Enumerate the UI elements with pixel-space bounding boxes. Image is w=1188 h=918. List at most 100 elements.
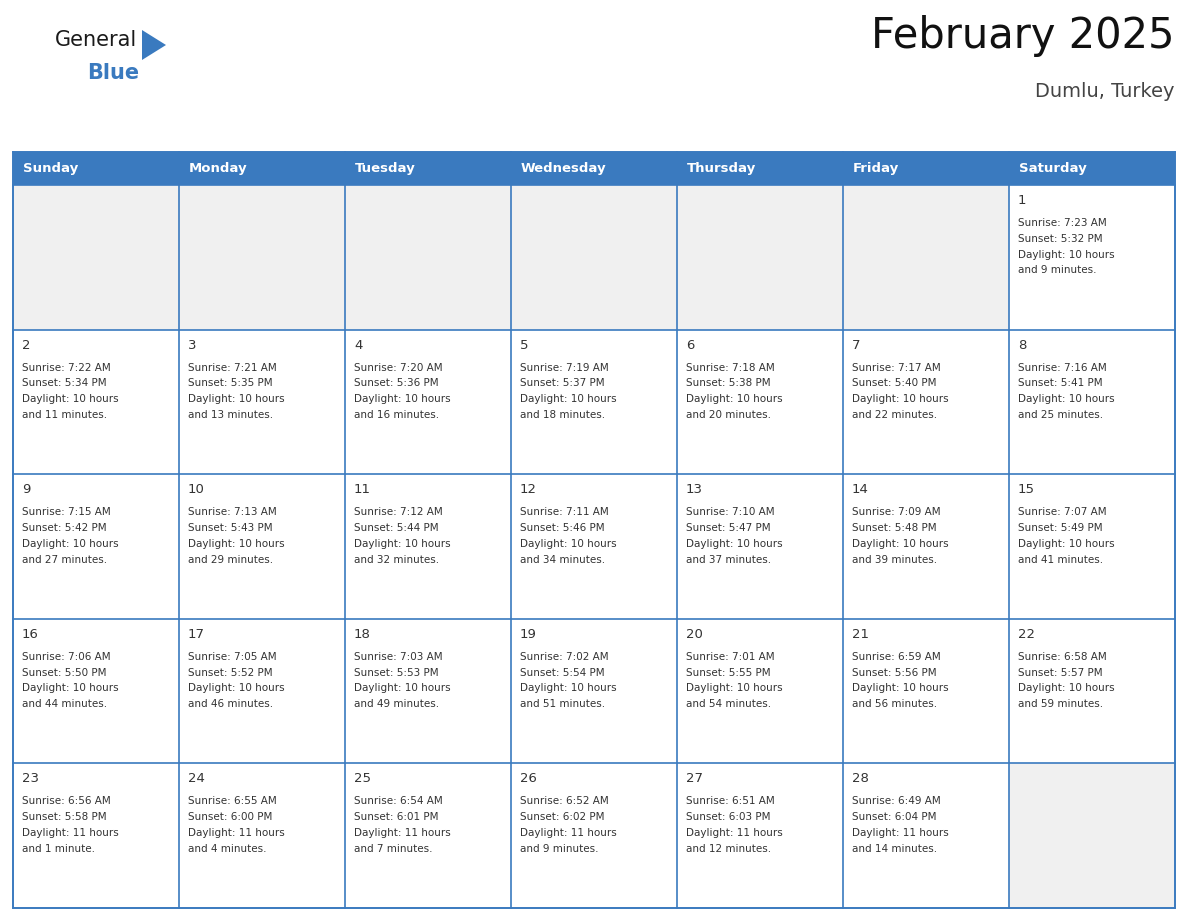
Text: 4: 4 — [354, 339, 362, 352]
Text: Sunrise: 7:18 AM: Sunrise: 7:18 AM — [685, 363, 775, 373]
Text: 8: 8 — [1018, 339, 1026, 352]
Text: and 25 minutes.: and 25 minutes. — [1018, 410, 1104, 420]
Text: Sunset: 5:56 PM: Sunset: 5:56 PM — [852, 667, 936, 677]
Bar — [677, 330, 843, 475]
Text: 2: 2 — [23, 339, 31, 352]
Bar — [843, 764, 1009, 908]
Bar — [345, 185, 511, 330]
Text: Sunrise: 6:55 AM: Sunrise: 6:55 AM — [188, 797, 277, 806]
Text: Sunrise: 7:19 AM: Sunrise: 7:19 AM — [520, 363, 608, 373]
Text: Sunset: 5:47 PM: Sunset: 5:47 PM — [685, 523, 771, 533]
Text: Daylight: 11 hours: Daylight: 11 hours — [685, 828, 783, 838]
Text: Daylight: 11 hours: Daylight: 11 hours — [354, 828, 450, 838]
Text: Sunset: 5:53 PM: Sunset: 5:53 PM — [354, 667, 438, 677]
Text: and 54 minutes.: and 54 minutes. — [685, 700, 771, 710]
Text: Sunset: 6:02 PM: Sunset: 6:02 PM — [520, 812, 605, 823]
Bar — [1009, 330, 1175, 475]
Text: 9: 9 — [23, 483, 31, 497]
Text: 3: 3 — [188, 339, 196, 352]
Text: Daylight: 10 hours: Daylight: 10 hours — [685, 539, 783, 549]
Text: Sunset: 5:52 PM: Sunset: 5:52 PM — [188, 667, 272, 677]
Text: Daylight: 10 hours: Daylight: 10 hours — [1018, 394, 1114, 404]
Text: Sunset: 5:36 PM: Sunset: 5:36 PM — [354, 378, 438, 388]
Text: 16: 16 — [23, 628, 39, 641]
Bar — [345, 330, 511, 475]
Text: 6: 6 — [685, 339, 694, 352]
Text: Sunrise: 7:22 AM: Sunrise: 7:22 AM — [23, 363, 110, 373]
Text: Daylight: 10 hours: Daylight: 10 hours — [1018, 539, 1114, 549]
Text: and 27 minutes.: and 27 minutes. — [23, 554, 107, 565]
Bar — [13, 330, 179, 475]
Text: Sunset: 5:42 PM: Sunset: 5:42 PM — [23, 523, 107, 533]
Text: and 16 minutes.: and 16 minutes. — [354, 410, 440, 420]
Text: Sunset: 5:49 PM: Sunset: 5:49 PM — [1018, 523, 1102, 533]
Text: and 46 minutes.: and 46 minutes. — [188, 700, 273, 710]
Text: Sunset: 6:04 PM: Sunset: 6:04 PM — [852, 812, 936, 823]
Text: Sunrise: 6:54 AM: Sunrise: 6:54 AM — [354, 797, 443, 806]
Text: Sunrise: 7:17 AM: Sunrise: 7:17 AM — [852, 363, 941, 373]
Text: Sunrise: 7:05 AM: Sunrise: 7:05 AM — [188, 652, 277, 662]
Text: and 29 minutes.: and 29 minutes. — [188, 554, 273, 565]
Text: Daylight: 10 hours: Daylight: 10 hours — [23, 539, 119, 549]
Bar — [179, 619, 345, 764]
Text: Daylight: 10 hours: Daylight: 10 hours — [188, 394, 285, 404]
Text: Sunrise: 7:02 AM: Sunrise: 7:02 AM — [520, 652, 608, 662]
Text: and 4 minutes.: and 4 minutes. — [188, 844, 266, 854]
Bar — [1009, 619, 1175, 764]
Text: and 7 minutes.: and 7 minutes. — [354, 844, 432, 854]
Text: Sunrise: 7:13 AM: Sunrise: 7:13 AM — [188, 508, 277, 517]
Text: Sunrise: 7:12 AM: Sunrise: 7:12 AM — [354, 508, 443, 517]
Text: Sunset: 5:34 PM: Sunset: 5:34 PM — [23, 378, 107, 388]
Bar — [179, 330, 345, 475]
Text: and 56 minutes.: and 56 minutes. — [852, 700, 937, 710]
Bar — [843, 475, 1009, 619]
Text: Sunset: 5:38 PM: Sunset: 5:38 PM — [685, 378, 771, 388]
Bar — [345, 475, 511, 619]
Text: and 11 minutes.: and 11 minutes. — [23, 410, 107, 420]
Text: Daylight: 10 hours: Daylight: 10 hours — [852, 394, 949, 404]
Text: Sunset: 5:37 PM: Sunset: 5:37 PM — [520, 378, 605, 388]
Bar — [511, 475, 677, 619]
Text: Sunset: 5:32 PM: Sunset: 5:32 PM — [1018, 234, 1102, 244]
Text: Sunset: 5:50 PM: Sunset: 5:50 PM — [23, 667, 107, 677]
Text: and 20 minutes.: and 20 minutes. — [685, 410, 771, 420]
Text: Blue: Blue — [87, 63, 139, 83]
Text: 22: 22 — [1018, 628, 1035, 641]
Bar — [843, 330, 1009, 475]
Text: Sunrise: 7:07 AM: Sunrise: 7:07 AM — [1018, 508, 1107, 517]
Text: 13: 13 — [685, 483, 703, 497]
Text: 24: 24 — [188, 772, 204, 786]
Bar — [13, 152, 1175, 908]
Text: and 51 minutes.: and 51 minutes. — [520, 700, 605, 710]
Text: and 44 minutes.: and 44 minutes. — [23, 700, 107, 710]
Text: Sunset: 6:01 PM: Sunset: 6:01 PM — [354, 812, 438, 823]
Text: Sunrise: 6:59 AM: Sunrise: 6:59 AM — [852, 652, 941, 662]
Text: Sunrise: 6:49 AM: Sunrise: 6:49 AM — [852, 797, 941, 806]
Bar — [843, 185, 1009, 330]
Text: Daylight: 10 hours: Daylight: 10 hours — [354, 539, 450, 549]
Text: 5: 5 — [520, 339, 529, 352]
Text: Sunset: 5:41 PM: Sunset: 5:41 PM — [1018, 378, 1102, 388]
Bar — [13, 475, 179, 619]
Text: Daylight: 11 hours: Daylight: 11 hours — [852, 828, 949, 838]
Text: and 9 minutes.: and 9 minutes. — [1018, 265, 1097, 275]
Text: Friday: Friday — [853, 162, 899, 175]
Text: Daylight: 10 hours: Daylight: 10 hours — [23, 683, 119, 693]
Text: and 1 minute.: and 1 minute. — [23, 844, 95, 854]
Text: 11: 11 — [354, 483, 371, 497]
Text: 12: 12 — [520, 483, 537, 497]
Text: and 13 minutes.: and 13 minutes. — [188, 410, 273, 420]
Text: 10: 10 — [188, 483, 204, 497]
Bar — [677, 475, 843, 619]
Text: 25: 25 — [354, 772, 371, 786]
Text: and 49 minutes.: and 49 minutes. — [354, 700, 440, 710]
Bar — [677, 764, 843, 908]
Text: Sunset: 5:40 PM: Sunset: 5:40 PM — [852, 378, 936, 388]
Text: General: General — [55, 30, 138, 50]
Bar — [13, 764, 179, 908]
Text: and 14 minutes.: and 14 minutes. — [852, 844, 937, 854]
Text: Daylight: 10 hours: Daylight: 10 hours — [1018, 250, 1114, 260]
Text: 1: 1 — [1018, 194, 1026, 207]
Text: Daylight: 10 hours: Daylight: 10 hours — [852, 539, 949, 549]
Text: Daylight: 10 hours: Daylight: 10 hours — [852, 683, 949, 693]
